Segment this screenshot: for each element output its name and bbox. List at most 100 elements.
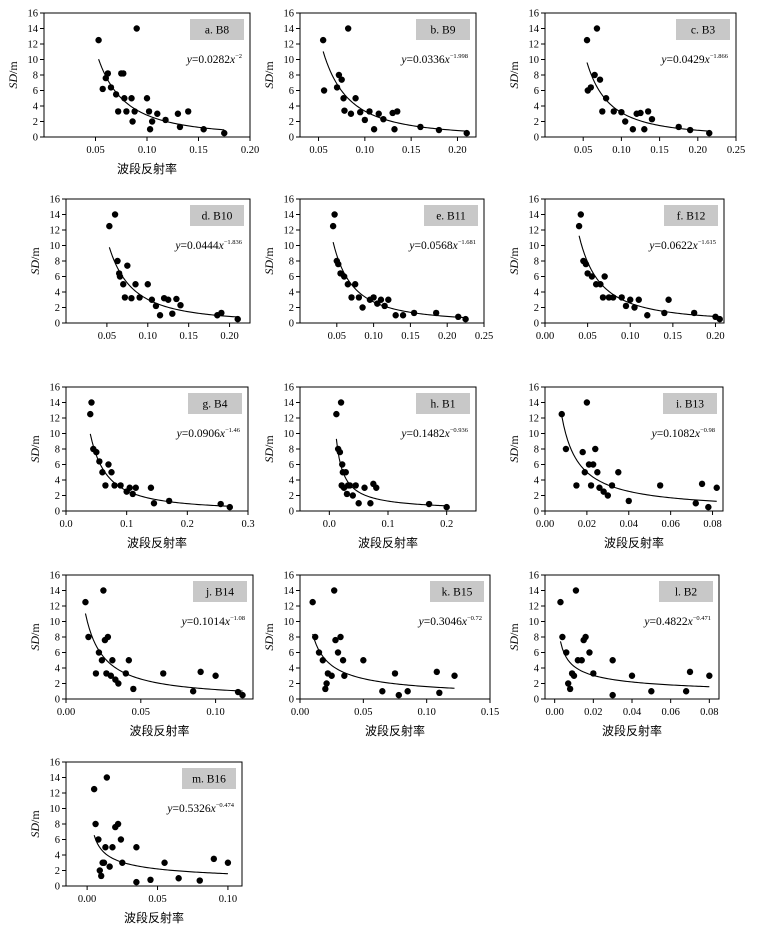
data-point	[109, 657, 116, 664]
data-point	[177, 301, 184, 309]
data-point	[578, 657, 585, 664]
y-tick-label: 4	[289, 288, 295, 299]
y-tick-label: 4	[55, 664, 61, 675]
panel-label: i. B13	[676, 399, 704, 411]
y-tick-label: 4	[289, 102, 295, 113]
data-point	[148, 296, 156, 303]
chart-panel: 0 2 4 6 8 10 12 14 16 0.05 0.10 0.15 0.20 SD/m b. B9 y=…	[262, 9, 477, 156]
y-tick-label: 0	[55, 507, 60, 518]
equation-y: y	[186, 54, 193, 66]
y-tick-label: 10	[529, 55, 540, 66]
y-tick-label: 6	[534, 86, 539, 97]
y-tick-label: 8	[33, 71, 38, 82]
data-point	[370, 294, 377, 301]
data-point	[417, 123, 424, 131]
x-tick-label: 0.05	[132, 707, 150, 718]
data-point	[586, 649, 593, 656]
data-point	[594, 469, 601, 476]
data-point	[563, 649, 570, 656]
data-point	[577, 211, 584, 218]
data-point	[120, 281, 127, 288]
equation-exponent: −1.866	[710, 53, 729, 60]
data-point	[309, 598, 316, 606]
data-point	[557, 598, 564, 606]
data-point	[169, 310, 176, 317]
data-point	[145, 108, 153, 115]
data-point	[581, 469, 588, 476]
y-tick-label: 10	[50, 429, 61, 440]
equation-exponent: −2	[235, 53, 242, 60]
data-point	[105, 461, 112, 468]
data-point	[698, 480, 706, 488]
y-tick-label: 16	[529, 571, 540, 582]
y-tick-label: 10	[284, 617, 295, 628]
chart-panel: 0 2 4 6 8 10 12 14 16 0.05 0.10 0.15 0.20 SD/m d. B10 y…	[28, 195, 251, 342]
data-point	[125, 657, 133, 664]
fit-curve	[559, 641, 710, 688]
x-tick-label: 0.15	[402, 145, 420, 156]
y-tick-label: 2	[534, 303, 539, 314]
data-point	[132, 281, 139, 288]
y-tick-label: 8	[289, 257, 294, 268]
x-tick-label: 0.20	[220, 331, 238, 342]
y-tick-label: 12	[50, 602, 61, 613]
y-axis-title: SD/m	[507, 435, 521, 463]
data-point	[133, 844, 140, 851]
x-axis-title: 波段反射率	[124, 910, 184, 925]
data-point	[436, 689, 443, 696]
equation-x: x	[694, 428, 701, 440]
data-point	[425, 500, 433, 508]
y-tick-label: 10	[28, 55, 39, 66]
data-point	[150, 500, 158, 507]
data-point	[579, 448, 586, 456]
data-point	[333, 410, 340, 418]
panel-label-box	[664, 205, 718, 226]
y-tick-label: 8	[55, 633, 60, 644]
data-point	[359, 304, 366, 311]
equation-exponent: −1.836	[224, 239, 243, 246]
data-point	[344, 281, 352, 288]
data-point	[104, 633, 112, 641]
data-point	[366, 108, 373, 115]
data-point	[122, 670, 130, 677]
y-tick-label: 6	[289, 86, 294, 97]
data-point	[349, 492, 356, 499]
panel-label: m. B16	[192, 774, 226, 786]
data-point	[706, 672, 713, 679]
data-point	[175, 875, 182, 882]
data-point	[116, 273, 124, 280]
data-point	[713, 484, 720, 491]
data-point	[335, 260, 342, 268]
y-tick-label: 2	[55, 491, 60, 502]
data-point	[370, 126, 378, 133]
data-point	[173, 295, 180, 303]
data-point	[375, 110, 382, 117]
y-axis-title-quantity: SD	[28, 823, 42, 838]
data-point	[100, 859, 108, 866]
equation-x: x	[687, 616, 694, 628]
data-point	[176, 123, 184, 131]
y-tick-label: 16	[284, 195, 295, 206]
data-point	[200, 126, 207, 133]
y-tick-label: 10	[284, 55, 295, 66]
data-point	[629, 126, 637, 133]
equation-exponent: −0.936	[450, 427, 469, 434]
panel-label: g. B4	[203, 399, 228, 411]
data-point	[394, 108, 401, 115]
equation-x: x	[704, 54, 711, 66]
data-point	[622, 118, 629, 125]
y-tick-label: 0	[289, 507, 294, 518]
x-tick-label: 0.25	[727, 145, 745, 156]
fit-equation: y=0.0429x−1.866	[660, 53, 728, 66]
y-axis-title-quantity: SD	[262, 448, 276, 463]
data-point	[432, 309, 440, 317]
y-tick-label: 12	[529, 414, 540, 425]
y-axis-title: SD/m	[262, 623, 276, 651]
y-axis-title-unit: /m	[262, 435, 276, 448]
y-tick-label: 4	[534, 288, 540, 299]
data-point	[609, 691, 616, 699]
data-point	[570, 672, 578, 679]
data-point	[98, 657, 106, 664]
x-tick-label: 0.08	[700, 707, 718, 718]
y-tick-label: 8	[55, 257, 60, 268]
